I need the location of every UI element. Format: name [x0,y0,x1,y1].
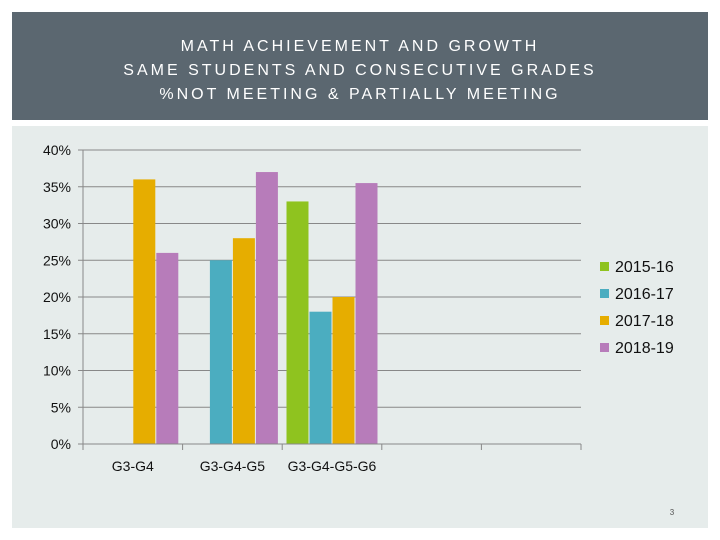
y-tick-label: 25% [43,252,71,268]
bar [209,260,232,444]
legend-swatch [600,289,609,298]
bar [133,179,156,444]
x-tick-label: G3-G4 [112,458,154,474]
y-tick-label: 35% [43,179,71,195]
x-tick-label: G3-G4-G5 [200,458,266,474]
bar [232,238,255,444]
legend-swatch [600,262,609,271]
legend-label: 2015-16 [615,259,674,276]
chart-panel: 0% 5% 10% 15% 20% 25% 30% 35% 40% G3-G4 G3-G4-G5 G3… [12,126,708,528]
y-tick-label: 0% [51,436,71,452]
bar [355,183,378,444]
bar-chart: 0% 5% 10% 15% 20% 25% 30% 35% 40% G3-G4 G3-G4-G5 G3… [43,142,674,474]
title-line-2: SAME STUDENTS AND CONSECUTIVE GRADES [123,62,597,79]
page-number: 3 [669,508,675,517]
legend-label: 2016-17 [615,286,674,303]
y-tick-label: 10% [43,363,71,379]
title-line-3: %NOT MEETING & PARTIALLY MEETING [159,86,561,103]
y-tick-label: 15% [43,326,71,342]
y-tick-label: 40% [43,142,71,158]
title-banner: MATH ACHIEVEMENT AND GROWTH SAME STUDENT… [12,12,708,120]
y-tick-label: 20% [43,289,71,305]
legend-swatch [600,343,609,352]
legend-label: 2017-18 [615,313,674,330]
bar [156,252,179,444]
y-tick-label: 5% [51,399,71,415]
bar [255,172,278,445]
legend-swatch [600,316,609,325]
bar [309,311,332,444]
bar [332,297,355,444]
bar [286,201,309,444]
y-tick-label: 30% [43,216,71,232]
legend-label: 2018-19 [615,340,674,357]
title-line-1: MATH ACHIEVEMENT AND GROWTH [180,38,540,55]
x-tick-label: G3-G4-G5-G6 [288,458,377,474]
